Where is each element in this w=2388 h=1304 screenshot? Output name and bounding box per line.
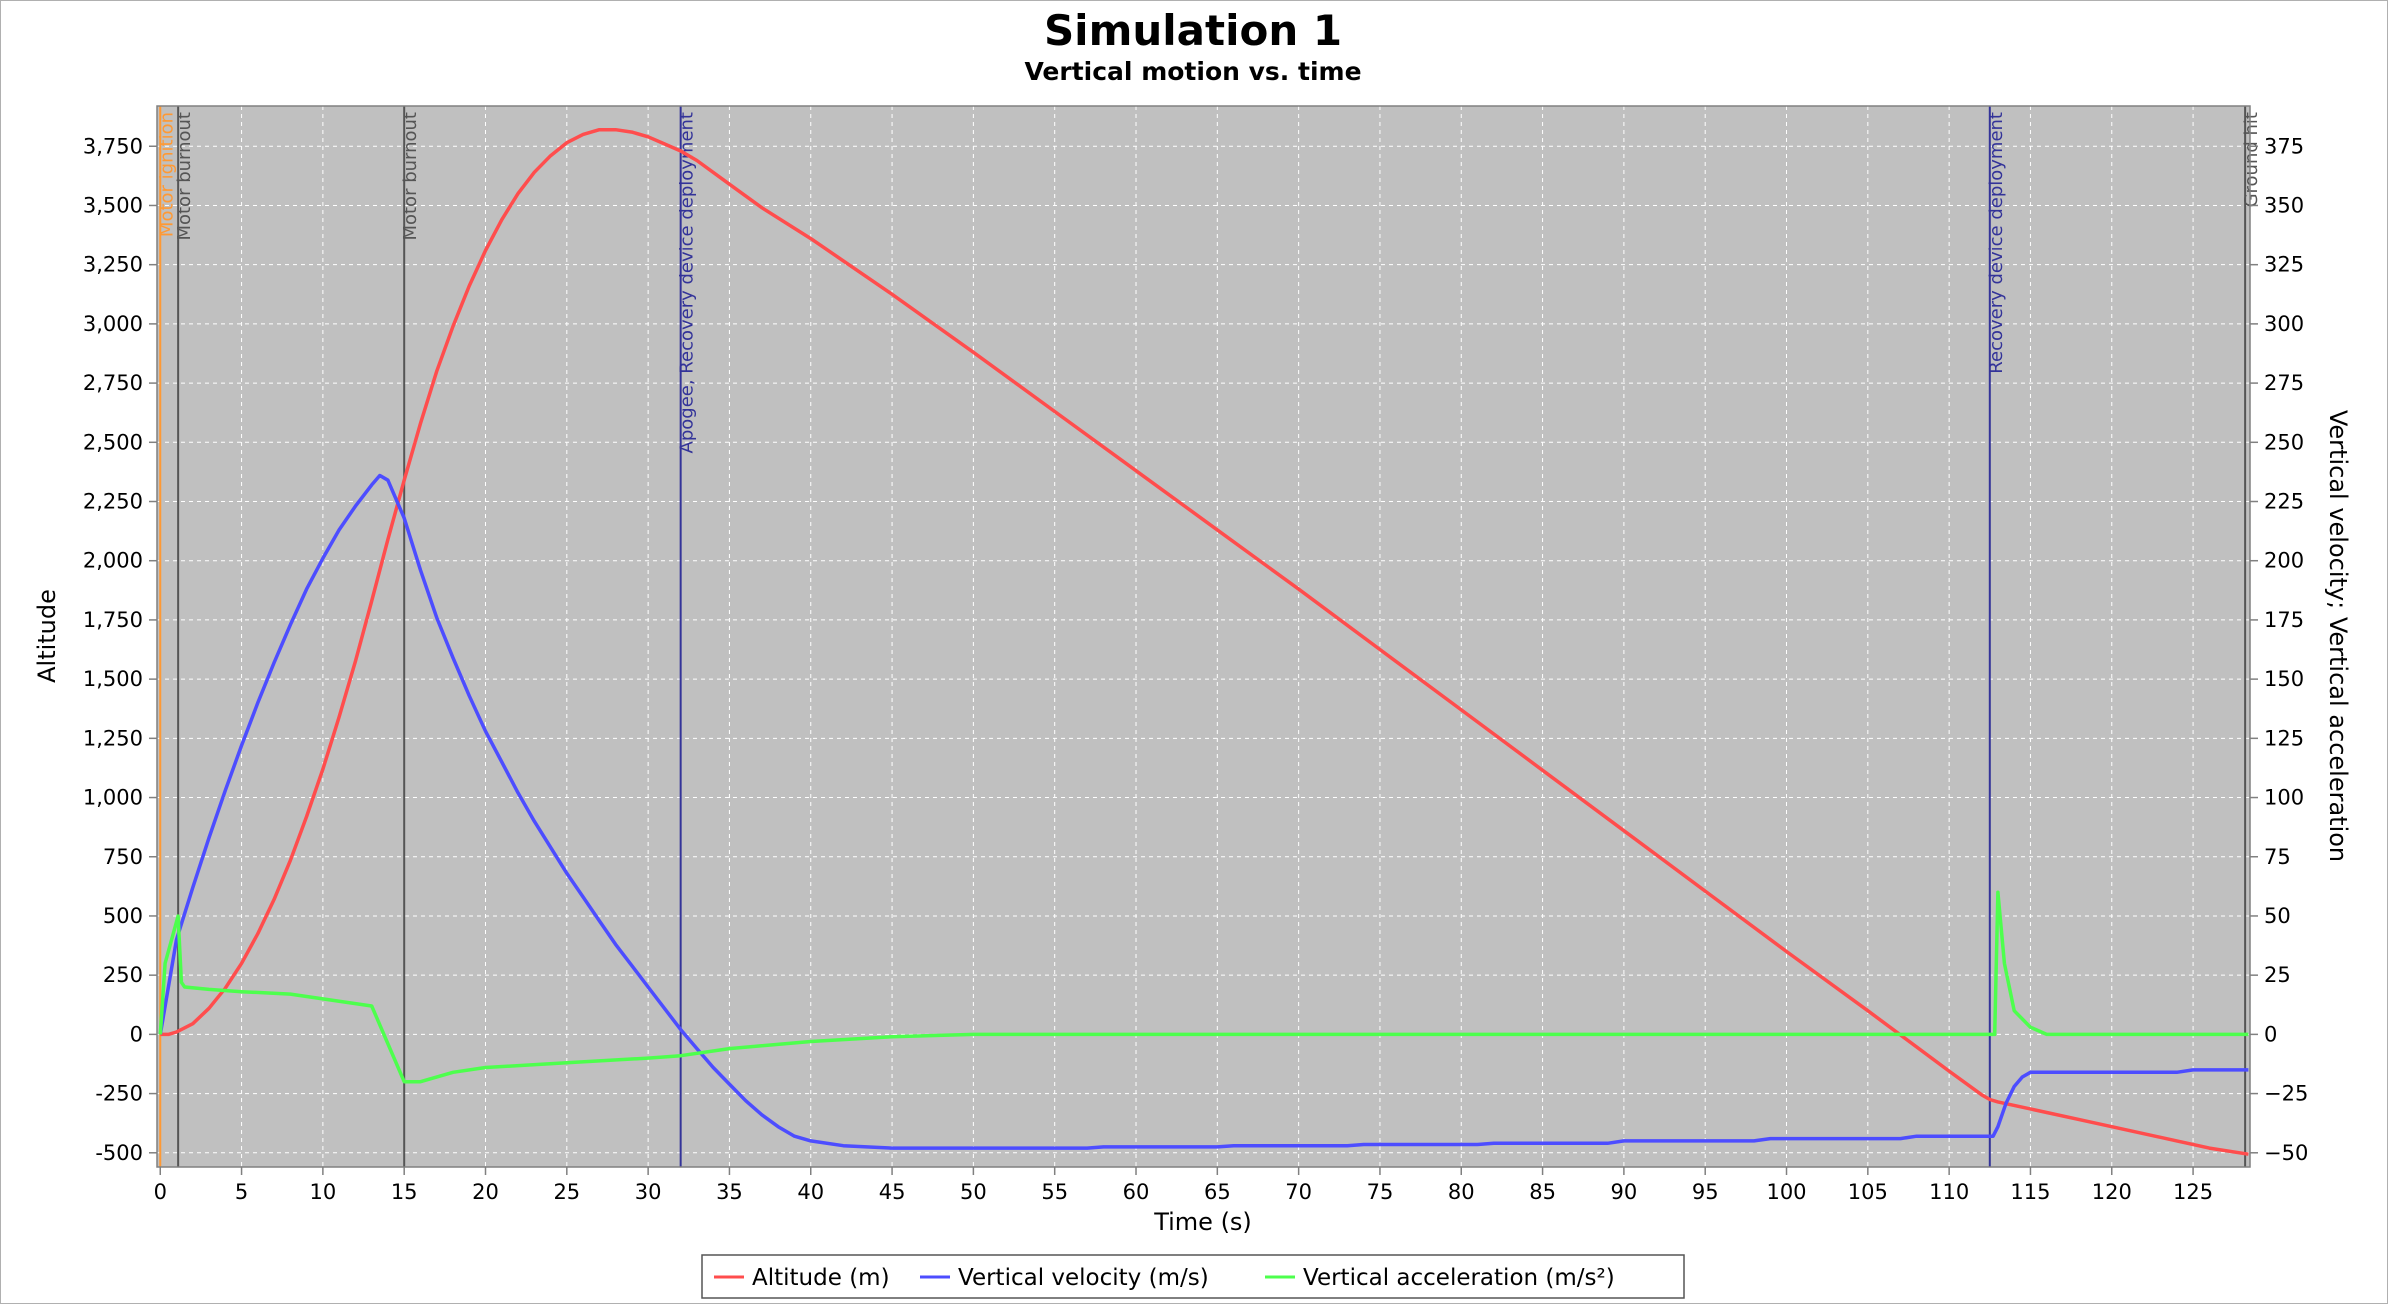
x-tick-label: 50 [960, 1180, 987, 1204]
y-axis-label-right: Vertical velocity; Vertical acceleration [2324, 410, 2352, 862]
x-tick-label: 125 [2173, 1180, 2213, 1204]
x-tick-label: 40 [797, 1180, 824, 1204]
y-left-tick-label: 1,500 [83, 667, 143, 691]
y-right-tick-label: −50 [2264, 1141, 2308, 1165]
chart-title: Simulation 1 [1044, 6, 1342, 55]
x-tick-label: 105 [1848, 1180, 1888, 1204]
y-left-tick-label: -500 [95, 1141, 143, 1165]
x-tick-label: 20 [472, 1180, 499, 1204]
legend-item-label: Altitude (m) [752, 1265, 890, 1291]
legend: Altitude (m) Vertical velocity (m/s) Verti… [701, 1254, 1685, 1299]
y-right-tick-label: 150 [2264, 667, 2304, 691]
legend-item-label: Vertical acceleration (m/s²) [1303, 1265, 1615, 1291]
y-left-tick-label: 750 [103, 845, 143, 869]
event-marker-label: Ground hit [2241, 112, 2262, 207]
series-line [160, 127, 2249, 1156]
y-right-tick-label: 175 [2264, 608, 2304, 632]
x-tick-label: 120 [2092, 1180, 2132, 1204]
y-right-tick-label: 0 [2264, 1022, 2277, 1046]
y-right-tick-label: 300 [2264, 312, 2304, 336]
y-left-tick-label: 1,000 [83, 786, 143, 810]
legend-box [701, 1254, 1685, 1299]
y-left-tick-label: 2,250 [83, 490, 143, 514]
y-right-tick-label: 325 [2264, 253, 2304, 277]
y-right-tick-label: −25 [2264, 1082, 2308, 1106]
y-left-tick-label: 2,000 [83, 549, 143, 573]
y-left-tick-label: 3,500 [83, 193, 143, 217]
y-left-tick-label: 1,250 [83, 726, 143, 750]
x-tick-label: 75 [1367, 1180, 1394, 1204]
x-tick-label: 115 [2010, 1180, 2050, 1204]
x-tick-label: 35 [716, 1180, 743, 1204]
series-line [158, 890, 2249, 1084]
y-right-tick-label: 250 [2264, 430, 2304, 454]
event-marker-label: Apogee, Recovery device deployment [677, 112, 698, 453]
event-marker-label: Motor burnout [400, 112, 421, 241]
event-marker-label: Motor burnout [174, 112, 195, 241]
x-tick-label: 30 [635, 1180, 662, 1204]
x-tick-label: 0 [154, 1180, 167, 1204]
x-tick-label: 60 [1123, 1180, 1150, 1204]
series-line [158, 473, 2249, 1150]
y-left-tick-label: 2,750 [83, 371, 143, 395]
y-right-tick-label: 50 [2264, 904, 2291, 928]
plot-background [157, 106, 2250, 1167]
x-tick-label: 55 [1041, 1180, 1068, 1204]
y-right-tick-label: 200 [2264, 549, 2304, 573]
x-tick-label: 85 [1529, 1180, 1556, 1204]
x-tick-label: 90 [1611, 1180, 1638, 1204]
y-right-tick-label: 100 [2264, 786, 2304, 810]
x-tick-label: 45 [879, 1180, 906, 1204]
x-tick-label: 10 [310, 1180, 337, 1204]
x-tick-label: 5 [235, 1180, 248, 1204]
plot-border [156, 105, 2251, 1168]
y-left-tick-label: 250 [103, 963, 143, 987]
y-left-tick-label: 0 [130, 1022, 143, 1046]
chart-subtitle: Vertical motion vs. time [1024, 57, 1361, 86]
y-left-tick-label: 500 [103, 904, 143, 928]
y-right-tick-label: 275 [2264, 371, 2304, 395]
y-right-tick-label: 350 [2264, 193, 2304, 217]
y-axis-label-left: Altitude [33, 589, 61, 683]
x-tick-label: 65 [1204, 1180, 1231, 1204]
y-left-tick-label: 3,250 [83, 253, 143, 277]
x-tick-label: 70 [1285, 1180, 1312, 1204]
y-right-tick-label: 225 [2264, 490, 2304, 514]
x-axis-label: Time (s) [1153, 1208, 1252, 1236]
x-tick-label: 80 [1448, 1180, 1475, 1204]
legend-item-label: Vertical velocity (m/s) [958, 1265, 1209, 1291]
y-left-tick-label: 3,750 [83, 134, 143, 158]
event-marker-label: Motor ignition [156, 112, 177, 237]
x-tick-label: 95 [1692, 1180, 1719, 1204]
x-tick-label: 110 [1929, 1180, 1969, 1204]
y-left-tick-label: -250 [95, 1082, 143, 1106]
y-left-tick-label: 1,750 [83, 608, 143, 632]
y-left-tick-label: 2,500 [83, 430, 143, 454]
x-tick-label: 100 [1766, 1180, 1806, 1204]
y-right-tick-label: 75 [2264, 845, 2291, 869]
y-right-tick-label: 375 [2264, 134, 2304, 158]
event-marker-label: Recovery device deployment [1986, 112, 2007, 374]
y-right-tick-label: 125 [2264, 726, 2304, 750]
y-right-tick-label: 25 [2264, 963, 2291, 987]
x-tick-label: 15 [391, 1180, 418, 1204]
x-tick-label: 25 [553, 1180, 580, 1204]
y-left-tick-label: 3,000 [83, 312, 143, 336]
